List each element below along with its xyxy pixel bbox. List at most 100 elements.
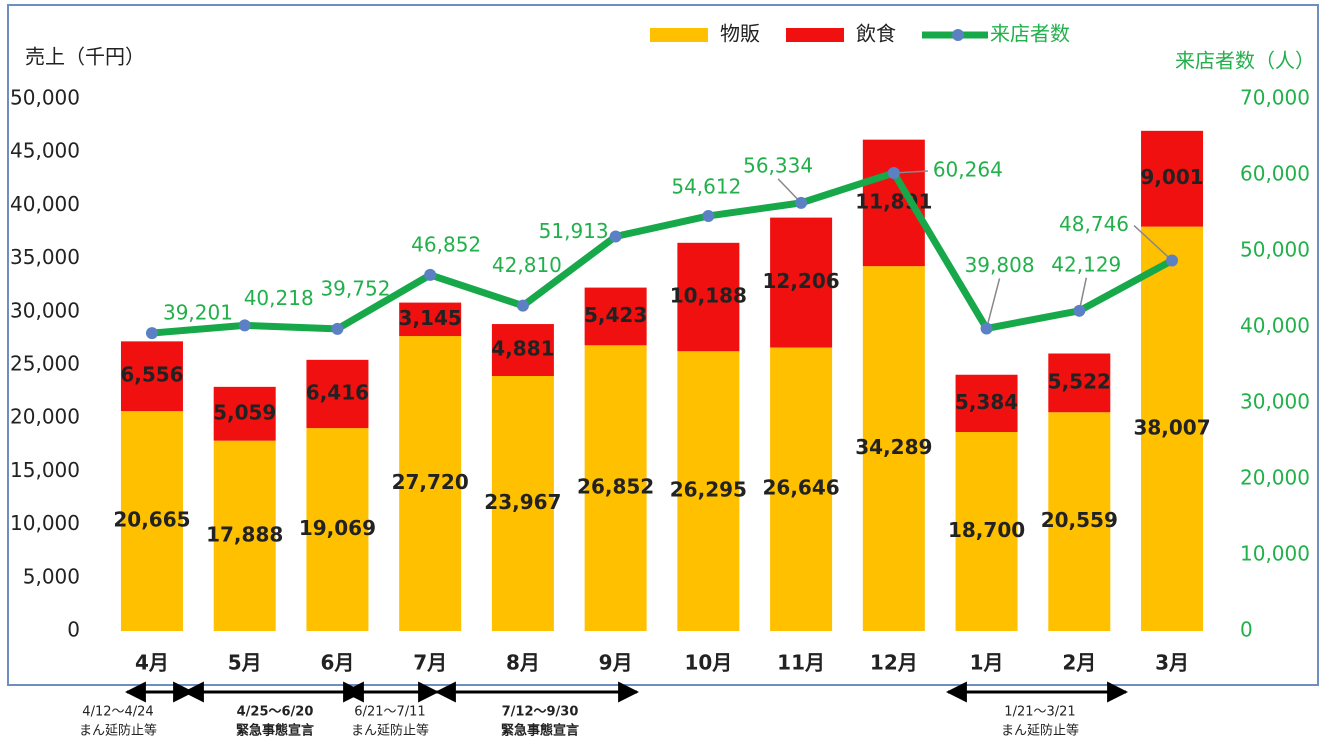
line-data-label: 39,752 <box>320 276 390 300</box>
bar-segment <box>213 440 276 631</box>
bar-segment <box>491 324 554 376</box>
period-label: 6/21～7/11 <box>354 705 425 720</box>
bar-segment <box>584 345 647 631</box>
bar-segment <box>1048 353 1111 413</box>
line-data-label: 48,746 <box>1059 212 1129 236</box>
data-label: 26,646 <box>763 476 840 500</box>
legend-label: 物販 <box>720 22 760 46</box>
bar-segment <box>306 359 369 429</box>
line <box>151 169 1174 337</box>
bar-segment <box>399 336 462 631</box>
period-label: 緊急事態宣言 <box>236 723 314 739</box>
x-tick-label: 12月 <box>870 651 918 675</box>
bar-segment <box>955 432 1018 631</box>
legend-label: 来店者数 <box>990 22 1070 46</box>
bar-segment <box>955 374 1018 433</box>
y-tick-label: 25,000 <box>10 352 80 376</box>
data-label: 23,967 <box>484 490 561 514</box>
legend-swatch <box>650 28 708 42</box>
bar-segment <box>120 341 183 412</box>
bar-segment <box>770 347 833 631</box>
period-label: 4/25～6/20 <box>237 705 314 720</box>
data-label: 4,881 <box>491 337 554 361</box>
leader-line <box>985 278 1001 329</box>
period-label: まん延防止等 <box>351 723 429 739</box>
line-marker <box>145 327 158 340</box>
data-label: 20,559 <box>1041 508 1118 532</box>
y2-tick-label: 0 <box>1240 618 1253 642</box>
y-axis-label: 売上（千円） <box>25 45 145 69</box>
line-marker <box>424 268 437 281</box>
line-marker <box>1073 304 1086 317</box>
y2-tick-label: 60,000 <box>1240 162 1310 186</box>
data-label: 26,852 <box>577 475 654 499</box>
data-label: 5,059 <box>213 400 276 424</box>
bar-segment <box>213 386 276 441</box>
period-label: 1/21～3/21 <box>1004 705 1075 720</box>
line-data-label: 60,264 <box>933 157 1003 181</box>
bar-segment <box>120 411 183 631</box>
line-data-label: 39,201 <box>163 301 233 325</box>
bar-segment <box>1141 226 1204 631</box>
y-tick-label: 10,000 <box>10 511 80 535</box>
x-tick-label: 10月 <box>684 651 732 675</box>
line-data-label: 42,129 <box>1051 252 1121 276</box>
y-tick-label: 30,000 <box>10 298 80 322</box>
bar-segment <box>584 287 647 346</box>
data-label: 26,295 <box>670 478 747 502</box>
bar-segment <box>491 375 554 631</box>
line-marker <box>980 322 993 335</box>
line-marker <box>702 209 715 222</box>
bar-segment <box>306 428 369 631</box>
line-data-label: 46,852 <box>411 232 481 256</box>
line-marker <box>1166 254 1179 267</box>
line-marker <box>795 196 808 209</box>
line-data-label: 51,913 <box>539 219 609 243</box>
chart-frame <box>7 4 1319 686</box>
x-tick-label: 1月 <box>970 651 1004 675</box>
data-label: 6,416 <box>306 380 369 404</box>
y-tick-label: 0 <box>67 618 80 642</box>
data-label: 18,700 <box>948 518 1025 542</box>
y2-axis-label: 来店者数（人） <box>1175 49 1315 73</box>
data-label: 5,423 <box>584 303 647 327</box>
data-label: 19,069 <box>299 516 376 540</box>
x-tick-label: 11月 <box>777 651 825 675</box>
line-marker <box>331 322 344 335</box>
data-label: 12,206 <box>763 269 840 293</box>
data-label: 20,665 <box>113 508 190 532</box>
x-tick-label: 3月 <box>1155 651 1189 675</box>
period-label: 4/12～4/24 <box>82 705 153 720</box>
y2-tick-label: 70,000 <box>1240 86 1310 110</box>
y2-tick-label: 50,000 <box>1240 238 1310 262</box>
data-label: 10,188 <box>670 284 747 308</box>
line-marker <box>238 319 251 332</box>
y-tick-label: 20,000 <box>10 405 80 429</box>
bar-segment <box>1048 412 1111 631</box>
x-tick-label: 2月 <box>1062 651 1096 675</box>
y2-tick-label: 40,000 <box>1240 314 1310 338</box>
line-data-label: 54,612 <box>671 174 741 198</box>
bar-segment <box>677 351 740 631</box>
x-tick-label: 5月 <box>228 651 262 675</box>
line-data-label: 42,810 <box>492 253 562 277</box>
line-marker <box>887 166 900 179</box>
x-tick-label: 7月 <box>413 651 447 675</box>
data-label: 34,289 <box>855 435 932 459</box>
legend-label: 飲食 <box>856 22 896 46</box>
data-label: 38,007 <box>1133 415 1210 439</box>
leader-line <box>1133 224 1173 262</box>
x-tick-label: 4月 <box>135 651 169 675</box>
data-label: 27,720 <box>392 470 469 494</box>
line-data-label: 40,218 <box>244 286 314 310</box>
y2-tick-label: 20,000 <box>1240 466 1310 490</box>
bar-segment <box>862 266 925 631</box>
data-label: 6,556 <box>120 363 183 387</box>
bar-segment <box>399 302 462 337</box>
bar-segment <box>770 217 833 348</box>
y-tick-label: 15,000 <box>10 458 80 482</box>
data-label: 5,384 <box>955 390 1018 414</box>
y-tick-label: 40,000 <box>10 192 80 216</box>
data-label: 17,888 <box>206 522 283 546</box>
